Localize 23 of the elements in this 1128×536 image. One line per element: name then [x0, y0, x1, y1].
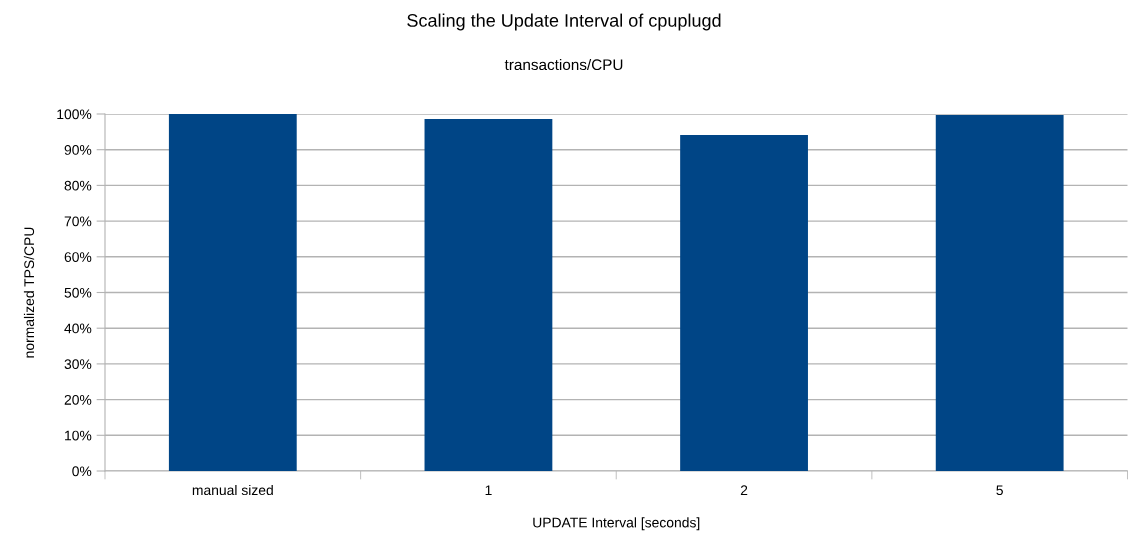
y-tick-label: 90%	[64, 145, 92, 155]
x-tick-label: 2	[740, 485, 748, 495]
y-tick-label: 60%	[64, 252, 92, 262]
y-tick-label: 0%	[72, 466, 92, 477]
bar	[680, 135, 808, 471]
chart-title: Scaling the Update Interval of cpuplugd	[407, 13, 721, 31]
y-tick-label: 30%	[64, 359, 92, 370]
x-tick-label: 5	[996, 485, 1003, 496]
y-tick-label: 80%	[64, 180, 92, 191]
bar	[424, 119, 553, 471]
x-tick-label: 1	[485, 485, 492, 495]
y-axis-title: normalized TPS/CPU	[23, 227, 35, 358]
y-tick-label: 100%	[57, 109, 92, 120]
y-tick-label: 40%	[64, 323, 92, 334]
y-tick-label: 20%	[64, 394, 92, 405]
chart-subtitle: transactions/CPU	[504, 58, 623, 71]
bar	[168, 114, 297, 471]
x-axis-title: UPDATE Interval [seconds]	[533, 517, 700, 531]
y-tick-label: 70%	[64, 216, 92, 227]
bar	[935, 115, 1064, 471]
x-tick-label: manual sized	[192, 484, 273, 496]
y-tick-label: 10%	[65, 430, 92, 441]
y-tick-label: 50%	[64, 287, 92, 298]
